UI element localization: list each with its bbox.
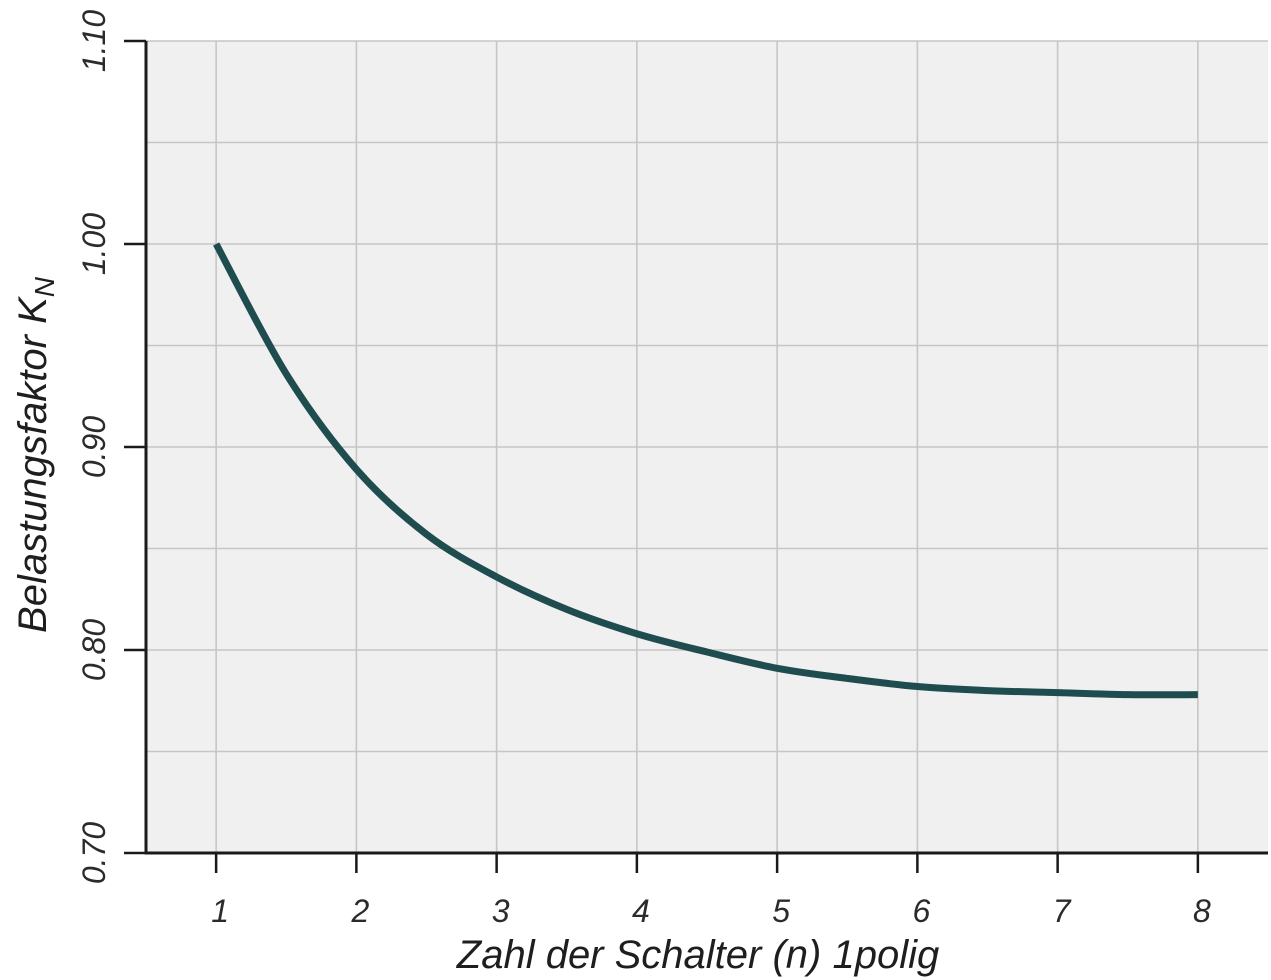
y-tick-label: 1.10	[76, 10, 112, 72]
y-axis-title-main: Belastungsfaktor K	[11, 295, 55, 633]
x-tick-label: 5	[772, 893, 790, 929]
series-line	[213, 242, 1198, 699]
y-tick-label: 1.00	[76, 213, 112, 275]
x-axis-title: Zahl der Schalter (n) 1polig	[456, 933, 939, 977]
x-tick-label: 3	[492, 893, 510, 929]
axes	[124, 39, 1268, 873]
y-tick-label: 0.70	[76, 822, 112, 884]
x-tick-label: 1	[211, 893, 229, 929]
x-tick-label: 7	[1053, 893, 1072, 929]
x-tick-label: 2	[350, 893, 369, 929]
grid-lines	[146, 40, 1268, 853]
x-tick-label: 6	[912, 893, 930, 929]
x-tick-label: 4	[632, 893, 650, 929]
y-axis-title: Belastungsfaktor KN	[11, 276, 60, 633]
y-tick-labels: 0.70 0.80 0.90 1.00 1.10	[76, 10, 112, 884]
y-tick-label: 0.90	[76, 416, 112, 478]
x-tick-label: 8	[1193, 893, 1211, 929]
x-tick-labels: 1 2 3 4 5 6 7 8	[211, 893, 1211, 929]
y-tick-label: 0.80	[76, 619, 112, 681]
y-axis-title-subscript: N	[29, 276, 60, 297]
